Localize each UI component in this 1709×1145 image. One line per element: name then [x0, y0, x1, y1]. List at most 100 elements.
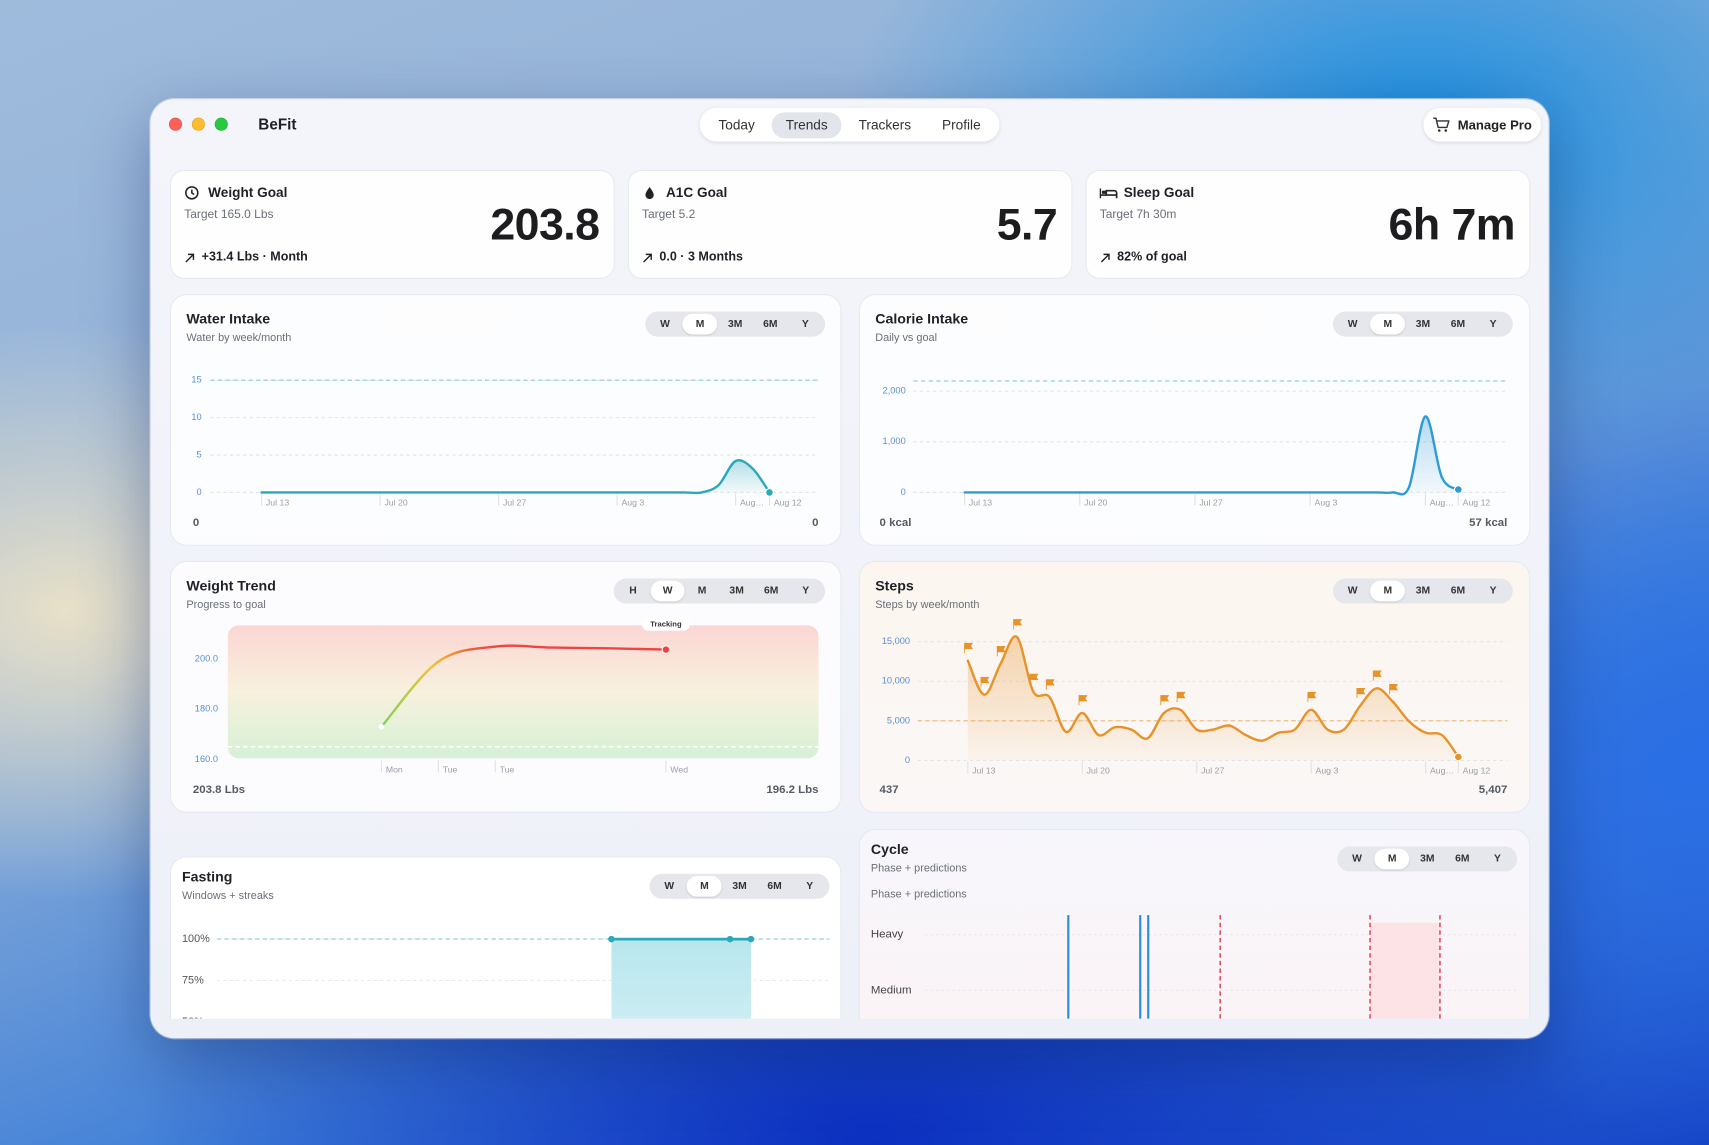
manage-pro-label: Manage Pro: [1457, 117, 1532, 133]
card-subtitle: Steps by week/month: [875, 599, 980, 612]
chart-card: 160.0 180.0 200.0 Mon Tue Tue Wed Tracking 203.8…: [171, 562, 841, 812]
plot-background: [227, 625, 819, 759]
range-option[interactable]: Y: [806, 880, 814, 893]
icon-part: [1101, 190, 1106, 194]
cart-wheel: [1444, 129, 1448, 132]
range-option[interactable]: 3M: [732, 880, 747, 893]
range-option[interactable]: W: [1347, 318, 1358, 331]
range-option[interactable]: 6M: [1455, 853, 1470, 866]
range-option-selected[interactable]: W: [650, 580, 685, 602]
point: [747, 935, 755, 943]
x-tick-label: Wed: [670, 765, 688, 775]
range-option[interactable]: 6M: [1450, 585, 1466, 598]
chart-card: 0 5,000 10,000 15,000 Jul 13 Jul 20 Jul 27 Aug …: [859, 562, 1530, 812]
y-tick-label: 5,000: [887, 715, 910, 725]
card-title: Steps: [875, 577, 914, 594]
manage-pro-button[interactable]: Manage Pro: [1423, 107, 1542, 142]
y-tick-label: 10,000: [882, 676, 910, 686]
goal-flag: [996, 645, 1006, 657]
trend-arrow: [1100, 253, 1110, 263]
range-option[interactable]: 6M: [763, 318, 778, 331]
goal-trend: 82% of goal: [1117, 250, 1187, 264]
footer-label: 57 kcal: [1469, 517, 1507, 529]
end-dot: [1453, 752, 1463, 762]
tab-selected[interactable]: Trends: [771, 111, 842, 138]
range-option[interactable]: 3M: [727, 318, 743, 331]
arrow-shape: [185, 253, 195, 263]
chart-card: 0 1,000 2,000 Jul 13 Jul 20 Jul 27 Aug 3 Aug… Au…: [859, 295, 1530, 545]
range-option[interactable]: Y: [1493, 853, 1501, 866]
goal-flag: [1356, 687, 1366, 699]
x-tick-label: Aug 12: [1463, 766, 1491, 776]
goal-value: 5.7: [996, 199, 1058, 250]
x-tick-label: Jul 13: [969, 498, 992, 508]
card-subtitle: Phase + predictions: [870, 862, 967, 875]
goal-card: A1C Goal Target 5.2 0.0 · 3 Months 5.7: [628, 171, 1072, 278]
range-selector: W M 3M 6M Y: [645, 311, 826, 337]
range-option[interactable]: H: [629, 585, 637, 598]
y-tick-label: 15,000: [882, 636, 910, 646]
goal-card: Sleep Goal Target 7h 30m 82% of goal 6h 7m: [1086, 171, 1530, 278]
y-tick-label: 200.0: [195, 654, 218, 664]
y-tick-label: 2,000: [883, 386, 906, 396]
goal-trend: +31.4 Lbs · Month: [201, 250, 308, 264]
tab[interactable]: Profile: [942, 117, 981, 133]
range-option[interactable]: 3M: [1415, 585, 1431, 598]
range-option[interactable]: W: [1347, 585, 1358, 598]
footer-label: 5,407: [1479, 784, 1508, 796]
tab-bar: Today Trends Trackers Profile: [699, 107, 1000, 142]
range-option[interactable]: 6M: [1450, 318, 1466, 331]
y-tick-label: 160.0: [195, 754, 218, 764]
level-label: Heavy: [871, 929, 904, 941]
goal-flag: [1029, 673, 1039, 684]
chart-card: 50% 75% 100% Fasting Windows + streaks W M 3M 6M…: [171, 857, 841, 1019]
area: [261, 460, 770, 493]
window-control[interactable]: [191, 117, 205, 131]
line: [963, 415, 1460, 496]
y-tick-label: 10: [191, 412, 201, 422]
range-option-selected[interactable]: M: [1370, 313, 1406, 335]
y-tick-label: 0: [196, 487, 201, 497]
footer-label: 0 kcal: [880, 517, 912, 529]
range-option[interactable]: W: [664, 880, 675, 893]
range-option-selected[interactable]: M: [1374, 848, 1410, 870]
app-window: Weight Goal Target 165.0 Lbs +31.4 Lbs · M…: [150, 99, 1549, 1039]
range-option[interactable]: 3M: [729, 585, 744, 598]
range-option[interactable]: Y: [801, 318, 809, 331]
goal-icon: [185, 186, 199, 200]
dashboard: Weight Goal Target 165.0 Lbs +31.4 Lbs · M…: [150, 99, 1548, 1019]
range-option[interactable]: W: [1352, 853, 1362, 866]
area: [611, 939, 751, 1019]
range-option[interactable]: Y: [1489, 585, 1497, 598]
level-label: Medium: [871, 984, 912, 996]
window-control[interactable]: [168, 117, 183, 131]
range-option-selected[interactable]: M: [686, 875, 722, 897]
range-option[interactable]: Y: [1489, 318, 1497, 331]
footer-label: 196.2 Lbs: [766, 784, 818, 796]
range-option-selected[interactable]: M: [682, 313, 718, 335]
range-selector: W M 3M 6M Y: [649, 873, 830, 899]
area: [967, 636, 1459, 761]
goal-flag: [1045, 679, 1055, 690]
x-tick-label: Aug…: [1430, 766, 1454, 776]
range-option[interactable]: 6M: [763, 585, 779, 598]
chart-subtitle: Phase + predictions: [871, 888, 967, 900]
goal-flag: [980, 676, 990, 688]
point: [726, 935, 734, 943]
tab[interactable]: Trackers: [858, 117, 912, 133]
range-option[interactable]: 3M: [1420, 853, 1435, 866]
range-option[interactable]: 3M: [1415, 318, 1431, 331]
goal-value: 6h 7m: [1388, 199, 1516, 250]
range-selector: W M 3M 6M Y: [1332, 311, 1513, 337]
range-option[interactable]: M: [697, 585, 707, 598]
range-option-selected[interactable]: M: [1370, 580, 1406, 602]
tab[interactable]: Today: [718, 117, 755, 133]
goal-title: A1C Goal: [665, 185, 728, 201]
window-control[interactable]: [214, 117, 228, 131]
range-option[interactable]: Y: [802, 585, 810, 598]
range-option[interactable]: 6M: [767, 880, 782, 893]
x-tick-label: Aug 12: [774, 498, 802, 508]
card-title: Cycle: [870, 841, 909, 858]
range-option[interactable]: W: [660, 318, 670, 331]
